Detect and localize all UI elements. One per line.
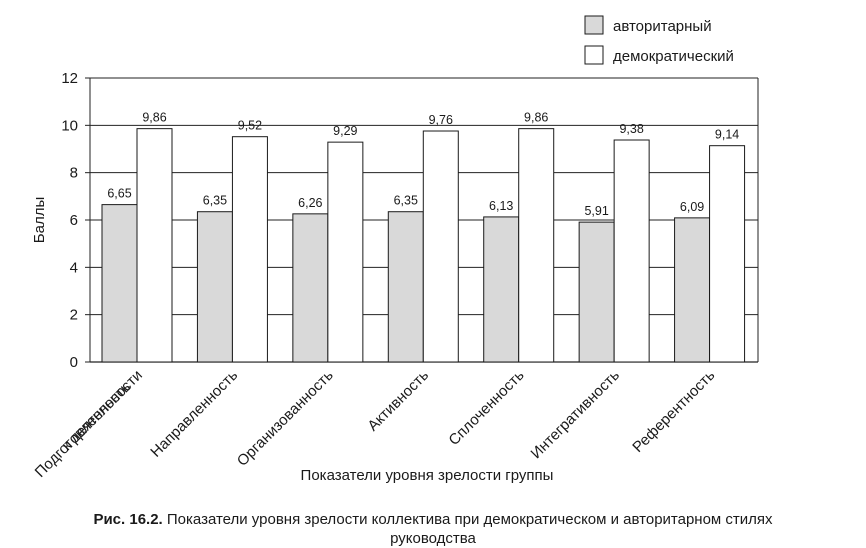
legend-swatch [584,15,604,35]
bar-authoritarian [292,213,329,363]
bar-democratic [231,136,268,363]
bar-authoritarian [674,217,711,363]
data-label: 5,91 [584,204,608,218]
data-label: 6,26 [298,196,322,210]
bar-democratic [613,139,650,363]
y-tick-label: 6 [70,212,78,229]
bar-authoritarian [387,211,424,363]
legend-label: демократический [613,48,734,65]
bar-democratic [327,141,364,363]
x-tick-label: Референтность [629,367,718,456]
bar-authoritarian [578,221,615,363]
y-tick-label: 2 [70,307,78,324]
bar-democratic [136,128,173,363]
data-label: 9,38 [619,122,643,136]
data-label: 6,35 [203,194,227,208]
data-label: 6,65 [107,187,131,201]
y-tick-label: 12 [61,70,78,87]
data-label: 9,86 [142,111,166,125]
bar-authoritarian [483,216,520,363]
bar-authoritarian [196,211,233,363]
x-axis-label: Показатели уровня зрелости группы [301,467,554,484]
caption-label: Рис. 16.2. [93,511,163,528]
data-label: 9,76 [429,113,453,127]
data-label: 9,29 [333,124,357,138]
x-tick-label: к деятельности [59,367,146,454]
data-label: 6,13 [489,199,513,213]
x-tick-label: Организованность [234,367,337,470]
bar-authoritarian [101,204,138,363]
data-label: 9,14 [715,128,739,142]
data-label: 6,35 [394,194,418,208]
y-axis-label: Баллы [31,197,48,243]
data-label: 6,09 [680,200,704,214]
legend-label: авторитарный [613,18,712,35]
y-tick-label: 10 [61,117,78,134]
bar-democratic [709,145,746,363]
x-tick-label: Активность [364,367,432,435]
bar-chart: 024681012Баллы6,659,86Подготовленностьк … [31,15,759,484]
caption-text: Показатели уровня зрелости коллектива пр… [162,511,773,547]
y-tick-label: 0 [70,354,78,371]
figure-caption: Рис. 16.2. Показатели уровня зрелости ко… [0,510,866,548]
bar-democratic [422,130,459,363]
bar-democratic [518,128,555,363]
data-label: 9,52 [238,119,262,133]
y-tick-label: 4 [70,259,78,276]
legend-swatch [584,45,604,65]
y-tick-label: 8 [70,165,78,182]
x-tick-label: Направленность [147,367,241,461]
x-tick-label: Интегративность [528,367,624,463]
x-tick-label: Сплоченность [445,367,527,449]
data-label: 9,86 [524,111,548,125]
